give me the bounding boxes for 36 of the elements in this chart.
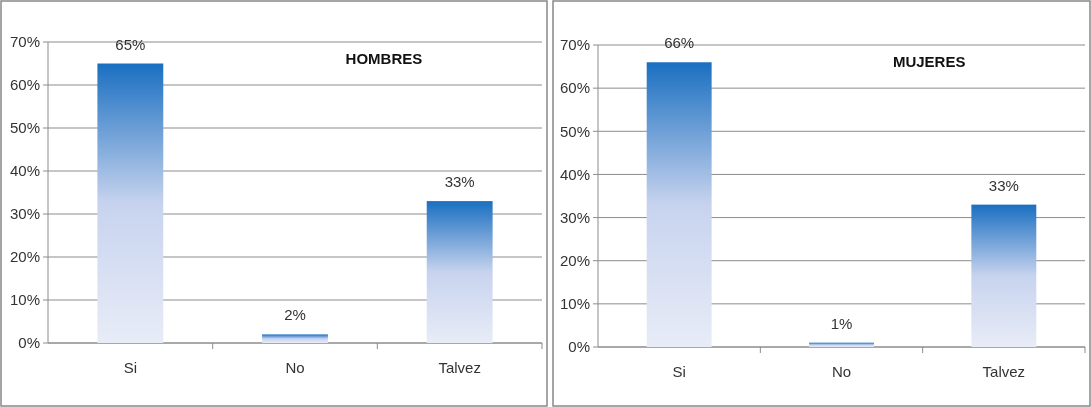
x-tick-label: Talvez bbox=[438, 359, 481, 376]
x-tick-label: Talvez bbox=[982, 363, 1026, 380]
y-tick-label: 20% bbox=[9, 248, 40, 266]
y-tick-label: 30% bbox=[9, 205, 40, 223]
data-label: 2% bbox=[284, 306, 306, 324]
x-tick-label: No bbox=[285, 359, 305, 376]
data-label: 66% bbox=[664, 34, 695, 52]
x-tick-label: Si bbox=[123, 359, 138, 376]
y-tick-label: 20% bbox=[559, 251, 590, 269]
data-label: 33% bbox=[988, 176, 1019, 194]
y-tick-label: 0% bbox=[18, 334, 40, 352]
y-tick-label: 10% bbox=[559, 295, 590, 313]
y-tick-label: 60% bbox=[9, 76, 40, 94]
y-tick-label: 70% bbox=[559, 36, 590, 54]
bar bbox=[426, 201, 493, 343]
data-label: 1% bbox=[830, 314, 853, 332]
bar bbox=[97, 63, 164, 343]
y-tick-label: 50% bbox=[9, 119, 40, 137]
y-tick-label: 10% bbox=[9, 291, 40, 309]
data-label: 65% bbox=[115, 35, 146, 53]
y-tick-label: 40% bbox=[9, 162, 40, 180]
bar bbox=[646, 62, 712, 347]
x-tick-label: No bbox=[831, 363, 852, 380]
bar bbox=[971, 204, 1037, 347]
y-tick-label: 40% bbox=[559, 165, 590, 183]
text: HOMBRES bbox=[345, 50, 423, 67]
y-tick-label: 70% bbox=[9, 33, 40, 51]
text: MUJERES bbox=[892, 53, 966, 70]
y-tick-label: 60% bbox=[559, 79, 590, 97]
data-label: 33% bbox=[444, 173, 475, 191]
x-tick-label: Si bbox=[672, 363, 686, 380]
y-tick-label: 30% bbox=[559, 208, 590, 226]
bar bbox=[262, 334, 328, 343]
y-tick-label: 0% bbox=[568, 338, 590, 356]
y-tick-label: 50% bbox=[559, 122, 590, 140]
bar bbox=[809, 342, 874, 347]
